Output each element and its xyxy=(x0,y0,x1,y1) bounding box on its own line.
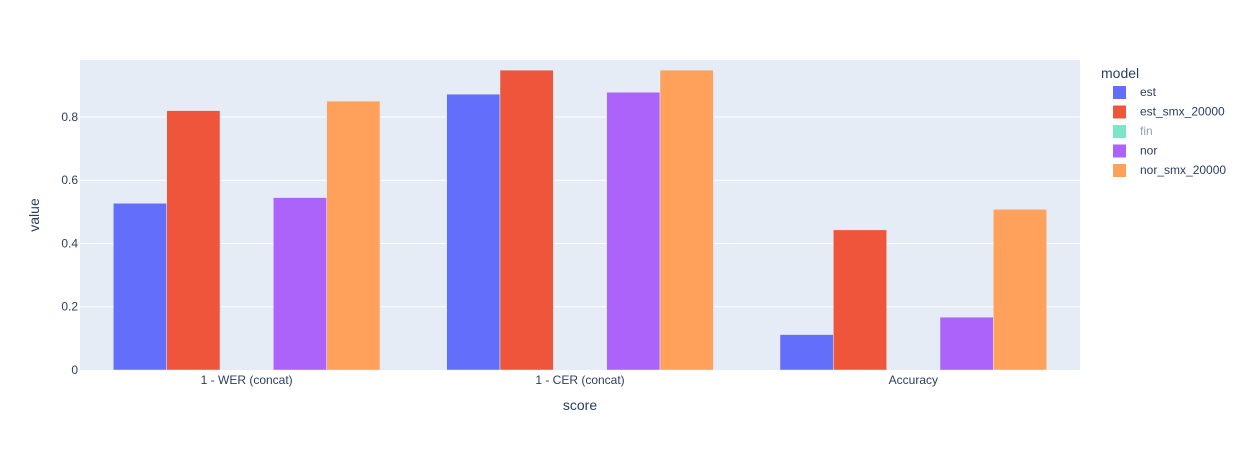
bar-est[interactable] xyxy=(446,93,501,371)
plot-area xyxy=(80,60,1080,370)
legend-label: est_smx_20000 xyxy=(1140,105,1225,119)
x-axis-ticks: 1 - WER (concat) 1 - CER (concat) Accuracy xyxy=(201,373,938,387)
legend-swatch xyxy=(1113,164,1126,177)
bars xyxy=(113,69,1047,371)
x-tick-label: 1 - WER (concat) xyxy=(201,373,293,387)
bar-nor[interactable] xyxy=(606,92,661,371)
bar-est_smx_20000[interactable] xyxy=(833,229,887,371)
gridlines xyxy=(80,116,1080,308)
x-axis-title: score xyxy=(563,397,597,413)
bar-nor_smx_20000[interactable] xyxy=(659,69,714,371)
legend-item-est[interactable]: est xyxy=(1113,85,1157,99)
legend-swatch xyxy=(1113,125,1126,138)
x-tick-label: 1 - CER (concat) xyxy=(535,373,624,387)
legend-swatch xyxy=(1113,144,1126,158)
bar-est_smx_20000[interactable] xyxy=(499,69,554,371)
y-tick-label: 0.6 xyxy=(61,173,78,187)
y-tick-label: 0.2 xyxy=(61,300,78,314)
bar-est_smx_20000[interactable] xyxy=(166,110,221,371)
y-tick-label: 0.8 xyxy=(61,110,78,124)
y-axis-ticks: 0 0.2 0.4 0.6 0.8 xyxy=(61,110,78,377)
legend-label: est xyxy=(1140,85,1157,99)
y-tick-label: 0.4 xyxy=(61,236,78,250)
legend-item-est_smx_20000[interactable]: est_smx_20000 xyxy=(1113,105,1225,119)
legend-item-nor_smx_20000[interactable]: nor_smx_20000 xyxy=(1113,163,1226,177)
legend-label: nor xyxy=(1140,144,1157,158)
bar-nor[interactable] xyxy=(939,316,994,371)
legend-item-nor[interactable]: nor xyxy=(1113,144,1157,158)
legend-title: model xyxy=(1101,65,1139,81)
y-axis-title: value xyxy=(26,198,42,232)
y-tick-label: 0 xyxy=(71,363,78,377)
x-tick-label: Accuracy xyxy=(889,373,938,387)
legend-item-fin[interactable]: fin xyxy=(1113,124,1153,138)
bar-nor[interactable] xyxy=(273,197,327,371)
legend-swatch xyxy=(1113,105,1126,119)
bar-nor_smx_20000[interactable] xyxy=(326,100,381,371)
bar-est[interactable] xyxy=(113,203,167,371)
legend-label: nor_smx_20000 xyxy=(1140,163,1226,177)
bar-nor_smx_20000[interactable] xyxy=(993,209,1047,371)
bar-est[interactable] xyxy=(779,334,834,371)
legend-swatch xyxy=(1113,86,1126,99)
legend-label: fin xyxy=(1140,124,1153,138)
